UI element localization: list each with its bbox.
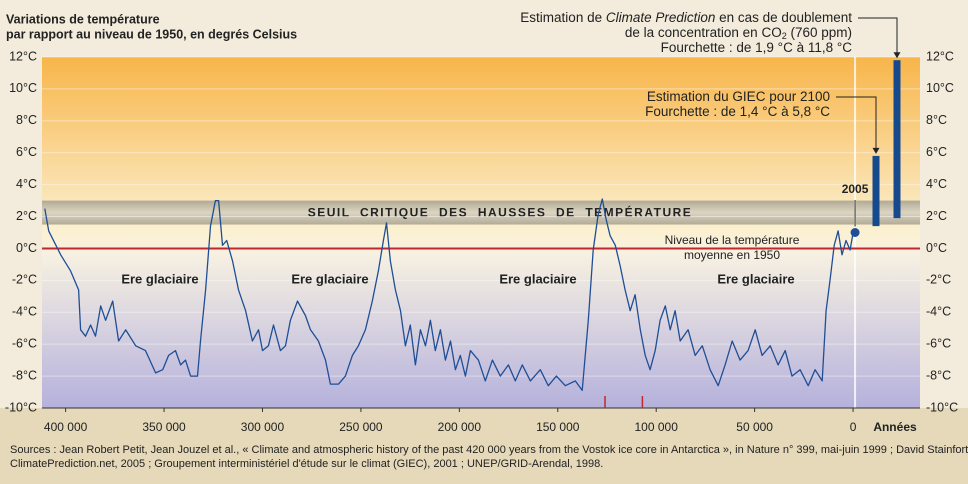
estimate-label-part: Fourchette : de 1,4 °C à 5,8 °C	[645, 104, 830, 119]
y-tick-label: -2°C	[12, 273, 37, 287]
y2-tick-label: -2°C	[926, 273, 951, 287]
x-tick-label: 300 000	[241, 420, 285, 434]
source-note: ClimatePrediction.net, 2005 ; Groupement…	[10, 458, 603, 470]
estimate-label: Estimation de Climate Prediction en cas …	[520, 10, 852, 25]
reference-label: Niveau de la température	[665, 233, 800, 247]
estimate-bar	[893, 60, 901, 219]
estimate-bar	[872, 155, 880, 227]
estimate-label-part: (760 ppm)	[787, 25, 852, 40]
x-tick-label: 350 000	[142, 420, 186, 434]
y2-tick-label: 6°C	[926, 145, 947, 159]
y2-tick-label: -8°C	[926, 368, 951, 382]
y2-tick-label: -10°C	[926, 400, 958, 414]
x-tick-label: 200 000	[438, 420, 482, 434]
y-tick-label: 8°C	[16, 113, 37, 127]
reference-label: moyenne en 1950	[684, 248, 780, 262]
y-tick-label: -6°C	[12, 336, 37, 350]
y2-tick-label: 10°C	[926, 81, 954, 95]
estimate-label-part: 2	[782, 31, 787, 41]
annotation: Ere glaciaire	[717, 271, 794, 286]
footer-bg	[0, 408, 968, 484]
y2-tick-label: 4°C	[926, 177, 947, 191]
x-tick-label: 400 000	[44, 420, 88, 434]
y-tick-label: 10°C	[9, 81, 37, 95]
y-tick-label: 0°C	[16, 241, 37, 255]
estimate-leader	[836, 96, 877, 150]
estimate-label: Estimation du GIEC pour 2100	[647, 89, 830, 104]
y2-tick-label: -4°C	[926, 305, 951, 319]
chart-title: par rapport au niveau de 1950, en degrés…	[6, 27, 297, 41]
x-tick-label: 0	[850, 420, 857, 434]
y2-tick-label: 0°C	[926, 241, 947, 255]
estimate-arrow	[893, 52, 901, 59]
marker-label: 2005	[842, 182, 869, 196]
threshold-label: SEUIL CRITIQUE DES HAUSSES DE TEMPÉRATUR…	[308, 205, 693, 220]
estimate-label-part: Estimation du GIEC pour 2100	[647, 89, 830, 104]
source-note: Sources : Jean Robert Petit, Jean Jouzel…	[10, 444, 968, 456]
estimate-arrow	[872, 147, 880, 154]
estimate-label: Fourchette : de 1,9 °C à 11,8 °C	[661, 40, 853, 55]
x-tick-label: 150 000	[536, 420, 580, 434]
y-tick-label: 2°C	[16, 209, 37, 223]
y-tick-label: 6°C	[16, 145, 37, 159]
threshold-band	[42, 200, 920, 225]
estimate-leader	[858, 17, 898, 55]
y2-tick-label: -6°C	[926, 336, 951, 350]
annotation: Ere glaciaire	[121, 271, 198, 286]
x-axis-label: Années	[873, 420, 917, 434]
annotation: Ere glaciaire	[291, 271, 368, 286]
estimate-label-part: Climate Prediction	[606, 10, 716, 25]
chart-title: Variations de température	[6, 12, 160, 26]
y2-tick-label: 8°C	[926, 113, 947, 127]
y-tick-label: 12°C	[9, 49, 37, 63]
x-tick-label: 50 000	[736, 420, 773, 434]
y-tick-label: -8°C	[12, 368, 37, 382]
x-tick-label: 250 000	[339, 420, 383, 434]
estimate-label: de la concentration en CO2 (760 ppm)	[625, 25, 852, 42]
y2-tick-label: 12°C	[926, 49, 954, 63]
annotation: Ere glaciaire	[499, 271, 576, 286]
marker-2005	[850, 228, 860, 237]
estimate-label-part: Fourchette : de 1,9 °C à 11,8 °C	[661, 40, 853, 55]
temperature-line	[44, 198, 854, 392]
y-tick-label: 4°C	[16, 177, 37, 191]
y-tick-label: -4°C	[12, 305, 37, 319]
estimate-label-part: en cas de doublement	[715, 10, 852, 25]
plot-background	[42, 57, 920, 408]
x-tick-label: 100 000	[635, 420, 679, 434]
y2-tick-label: 2°C	[926, 209, 947, 223]
estimate-label-part: Estimation de	[520, 10, 606, 25]
y-tick-label: -10°C	[5, 400, 37, 414]
estimate-label: Fourchette : de 1,4 °C à 5,8 °C	[645, 104, 830, 119]
estimate-label-part: de la concentration en CO	[625, 25, 782, 40]
